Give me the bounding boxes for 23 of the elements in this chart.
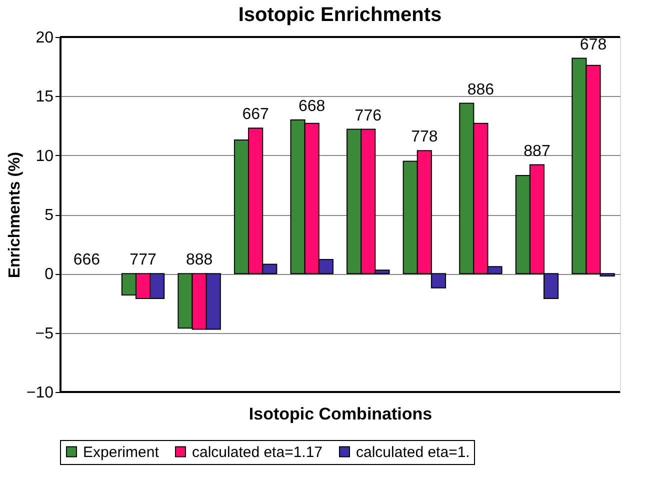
y-tick-label: 20 [36,30,54,46]
x-tick-label: 777 [130,252,156,269]
legend-label: calculated eta=1. [356,444,470,461]
x-tick-label: 678 [580,36,607,54]
x-axis-title: Isotopic Combinations [248,404,432,424]
x-tick-label: 778 [411,128,438,146]
y-tick-label: −5 [35,325,54,342]
y-tick-label: 10 [36,148,54,165]
legend-label: Experiment [83,444,160,461]
x-tick-label: 667 [242,106,270,124]
y-tick-label: 5 [44,207,54,224]
x-tick-label: 668 [298,98,326,115]
x-tick-label: 887 [524,142,550,160]
y-axis-title: Enrichments (%) [6,152,24,278]
x-tick-label: 776 [354,107,382,124]
chart-title: Isotopic Enrichments [238,4,442,26]
legend-label: calculated eta=1.17 [192,444,323,461]
y-tick-label: 15 [36,88,54,106]
x-tick-label: 886 [467,81,494,98]
y-tick-label: −10 [26,384,54,402]
x-tick-label: 666 [73,252,100,269]
y-tick-label: 0 [44,266,54,284]
x-tick-label: 888 [186,252,213,269]
